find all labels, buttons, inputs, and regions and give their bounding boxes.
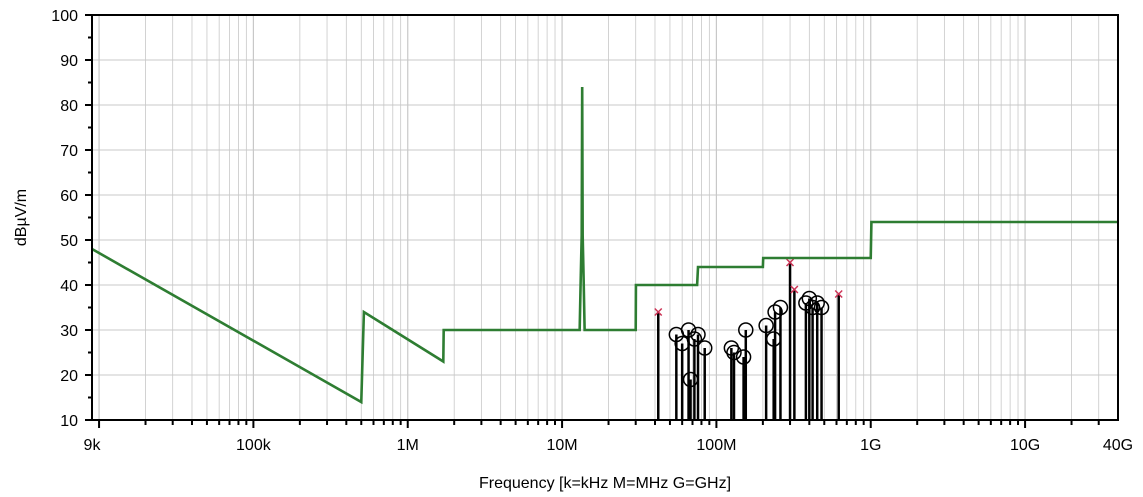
y-tick-label: 30	[60, 323, 78, 340]
y-tick-label: 60	[60, 188, 78, 205]
measurement-marker-circle	[696, 340, 713, 356]
y-tick-label: 80	[60, 98, 78, 115]
y-tick-label: 100	[51, 8, 78, 25]
y-axis-title: dBµV/m	[13, 189, 30, 246]
measurement-marker-circle	[765, 331, 782, 347]
tick-labels: 10 20 30 40 50 60 70 80 90 100 9k 100k 1M 10M 100M 1G 10…	[51, 8, 1133, 454]
x-tick-label: 100k	[236, 437, 272, 454]
x-tick-label: 9k	[84, 437, 102, 454]
measurement-marker-circle	[726, 344, 742, 361]
y-tick-label: 10	[60, 413, 78, 430]
y-tick-label: 90	[60, 53, 78, 70]
measurement-marker-circle	[690, 326, 706, 343]
measurement-markers	[654, 258, 843, 388]
measurement-marker-x	[786, 258, 795, 267]
x-stroke	[834, 289, 843, 299]
limit-line	[91, 86, 1118, 405]
measurement-marker-circle	[686, 331, 703, 347]
measurement-marker-circle	[813, 299, 830, 316]
x-tick-label: 100M	[696, 437, 736, 454]
limit-line-group	[91, 86, 1118, 405]
x-tick-label: 40G	[1103, 437, 1133, 454]
measurement-marker-circle	[804, 299, 821, 316]
x-tick-label: 1M	[397, 437, 419, 454]
measurement-marker-circle	[772, 299, 789, 316]
x-stroke	[654, 307, 663, 317]
x-tick-label: 1G	[860, 437, 881, 454]
grid	[92, 15, 1118, 420]
measurement-marker-circle	[801, 290, 818, 307]
measurement-marker-x	[654, 307, 663, 317]
measurement-marker-circle	[738, 322, 754, 338]
x-stroke	[790, 285, 799, 294]
measurement-marker-circle	[767, 304, 783, 320]
measurement-marker-circle	[735, 349, 752, 365]
y-tick-label: 50	[60, 233, 78, 250]
x-tick-label: 10M	[547, 437, 578, 454]
y-tick-label: 70	[60, 143, 78, 160]
x-tick-label: 10G	[1010, 437, 1040, 454]
measurement-marker-x	[834, 289, 843, 299]
measurement-marker-circle	[680, 322, 697, 338]
y-tick-label: 20	[60, 368, 78, 385]
y-tick-label: 40	[60, 278, 78, 295]
measurement-marker-circle	[758, 317, 774, 334]
plot-frame	[91, 14, 1119, 421]
measurement-marker-circle	[682, 371, 699, 388]
measurement-marker-circle	[809, 295, 825, 311]
x-axis-title: Frequency [k=kHz M=MHz G=GHz]	[479, 475, 731, 492]
x-stroke	[786, 258, 795, 267]
measurement-marker-x	[790, 285, 799, 294]
